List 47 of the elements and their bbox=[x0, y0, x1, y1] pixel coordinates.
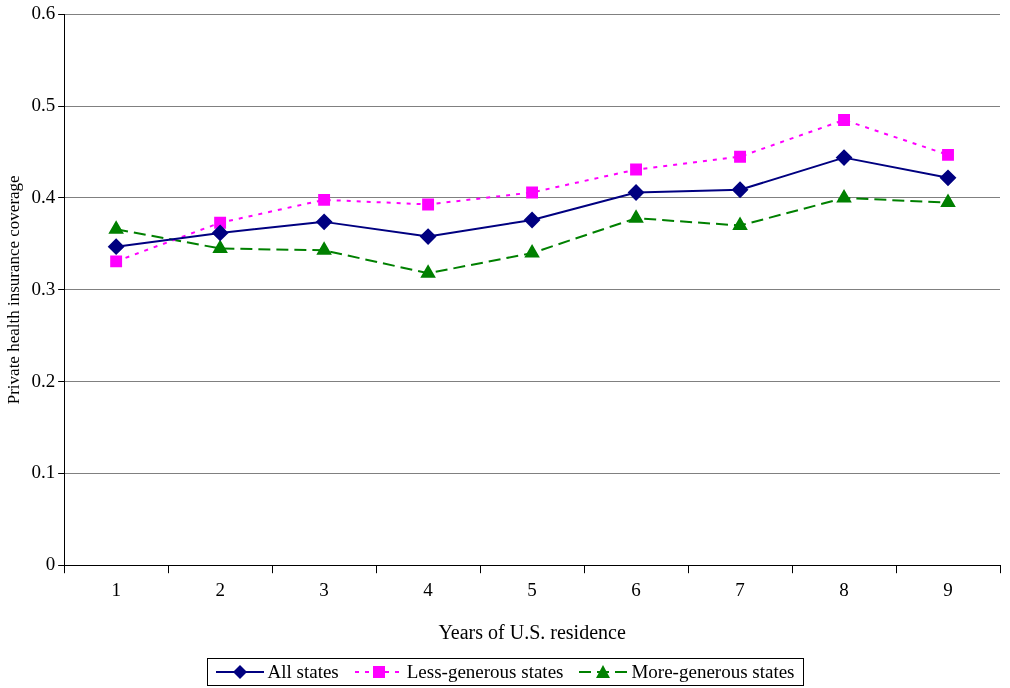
point bbox=[420, 228, 437, 245]
point bbox=[212, 224, 229, 241]
point bbox=[421, 265, 436, 278]
legend-label: Less-generous states bbox=[406, 661, 564, 683]
point bbox=[836, 149, 853, 166]
x-tick-label: 1 bbox=[111, 578, 121, 600]
x-tick-label: 4 bbox=[423, 578, 434, 600]
x-tick-label: 9 bbox=[943, 578, 953, 600]
point bbox=[628, 184, 645, 201]
x-tick-label: 6 bbox=[631, 578, 641, 600]
point bbox=[108, 238, 125, 255]
y-tick-label: 0.4 bbox=[31, 185, 56, 207]
point bbox=[940, 194, 956, 208]
y-tick-label: 0.6 bbox=[31, 2, 56, 24]
legend-label: More-generous states bbox=[631, 661, 795, 683]
point bbox=[316, 213, 333, 230]
x-tick-label: 3 bbox=[319, 578, 329, 600]
point bbox=[526, 186, 539, 199]
y-axis-title: Private health insurance coverage bbox=[3, 175, 23, 405]
point bbox=[942, 148, 954, 161]
y-tick-label: 0 bbox=[45, 553, 56, 575]
y-tick-label: 0.2 bbox=[31, 369, 56, 391]
y-tick-label: 0.5 bbox=[31, 94, 56, 116]
point bbox=[110, 255, 123, 268]
x-tick-label: 7 bbox=[735, 578, 745, 600]
point bbox=[734, 150, 746, 163]
point bbox=[629, 210, 644, 223]
x-axis-title: Years of U.S. residence bbox=[438, 621, 626, 644]
point bbox=[732, 181, 749, 198]
point bbox=[422, 198, 435, 211]
point bbox=[213, 240, 228, 253]
y-tick-label: 0.1 bbox=[31, 461, 56, 483]
point bbox=[524, 212, 541, 229]
point bbox=[630, 163, 643, 176]
legend-label: All states bbox=[267, 661, 339, 683]
x-tick-label: 8 bbox=[839, 578, 849, 600]
point bbox=[317, 242, 332, 255]
point bbox=[109, 221, 124, 234]
point bbox=[940, 169, 957, 186]
x-tick-label: 5 bbox=[527, 578, 537, 600]
point bbox=[836, 190, 852, 203]
x-tick-label: 2 bbox=[215, 578, 225, 600]
point bbox=[318, 193, 331, 206]
point bbox=[838, 114, 850, 126]
y-tick-label: 0.3 bbox=[31, 277, 56, 299]
point bbox=[525, 245, 540, 258]
point bbox=[732, 217, 748, 231]
